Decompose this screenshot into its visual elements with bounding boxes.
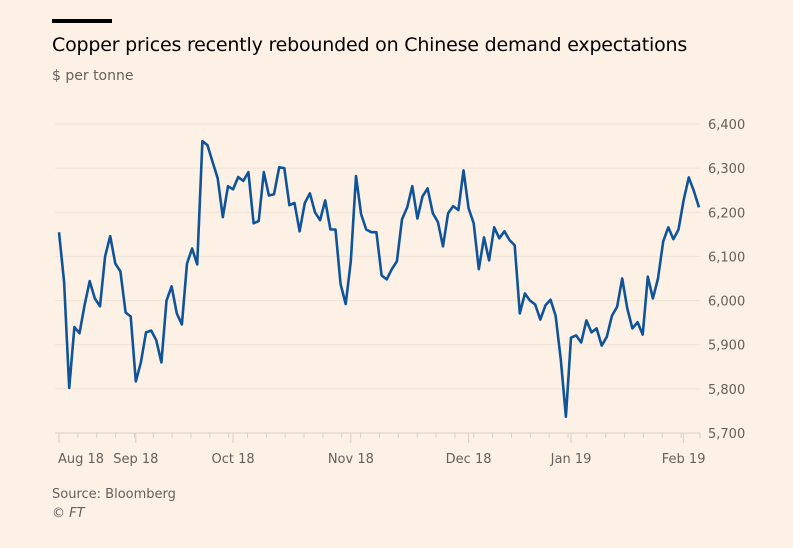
x-axis: Aug 18 Sep 18 Oct 18 Nov 18 Dec 18 Jan 19 Feb … (58, 433, 705, 467)
chart-subtitle: $ per tonne (52, 68, 134, 84)
x-tick-label: Oct 18 (212, 452, 255, 467)
x-tick-label: Nov 18 (328, 452, 374, 467)
copyright-note: © FT (52, 506, 85, 521)
y-tick-label: 6,100 (708, 250, 745, 265)
series-layer (57, 139, 701, 419)
x-tick-label: Jan 19 (550, 452, 592, 467)
y-tick-label: 5,700 (708, 427, 745, 442)
y-tick-label: 5,900 (708, 339, 745, 354)
y-tick-label: 6,300 (708, 162, 745, 177)
y-tick-label: 6,400 (708, 118, 745, 133)
x-tick-label: Dec 18 (446, 452, 492, 467)
y-tick-label: 6,200 (708, 206, 745, 221)
y-axis: 5,700 5,800 5,900 6,000 6,100 6,200 6,300 6,400 (708, 118, 745, 442)
x-tick-label: Feb 19 (662, 452, 706, 467)
chart-title: Copper prices recently rebounded on Chin… (52, 34, 688, 56)
source-note: Source: Bloomberg (52, 487, 176, 502)
y-tick-label: 5,800 (708, 383, 745, 398)
y-tick-label: 6,000 (708, 295, 745, 310)
x-tick-label: Sep 18 (113, 452, 158, 467)
title-accent-bar (52, 19, 112, 23)
x-tick-label: Aug 18 (58, 452, 104, 467)
series-line-copper-price (57, 139, 701, 419)
gridlines (55, 123, 700, 434)
